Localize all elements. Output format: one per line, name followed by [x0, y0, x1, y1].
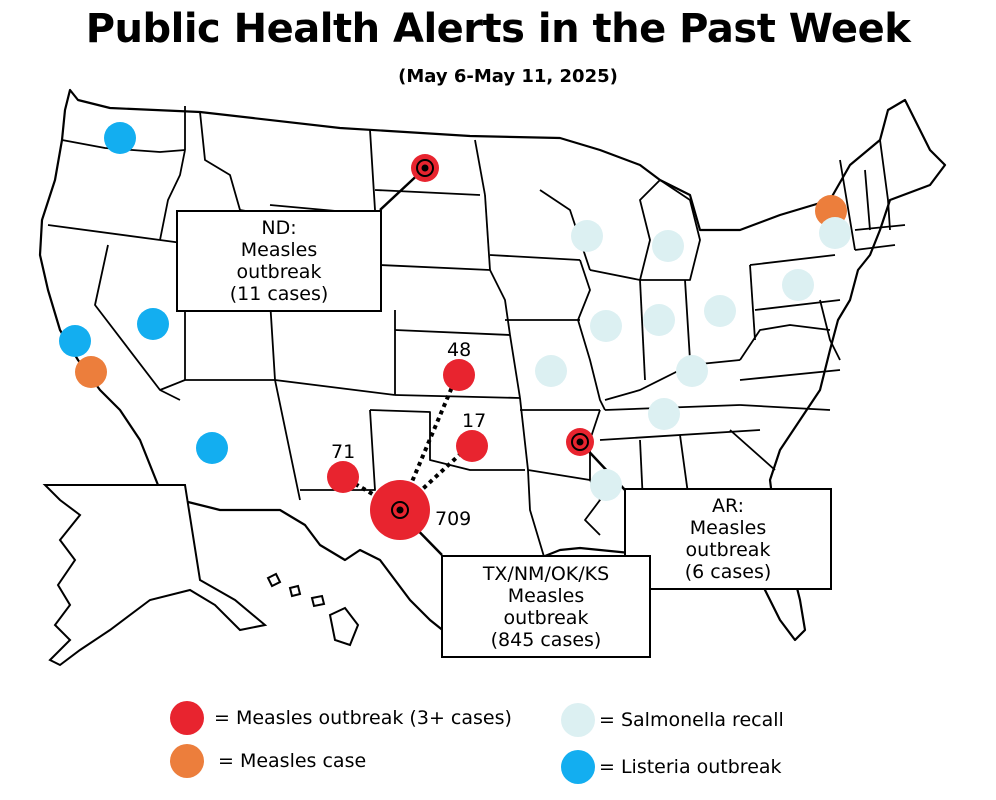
map-subtitle: (May 6-May 11, 2025): [398, 66, 618, 87]
measles-outbreak-marker: [443, 359, 475, 391]
callout-texas: TX/NM/OK/KS Measles outbreak (845 cases): [441, 555, 651, 658]
target-ring: [416, 159, 434, 177]
legend-swatch: [170, 701, 204, 735]
target-center: [396, 506, 404, 514]
legend-label: = Measles outbreak (3+ cases): [214, 707, 512, 729]
salmonella-recall-marker: [590, 469, 622, 501]
target-ring: [391, 501, 409, 519]
case-count-kansas: 48: [447, 339, 472, 361]
salmonella-recall-marker: [676, 355, 708, 387]
salmonella-recall-marker: [819, 217, 851, 249]
salmonella-recall-marker: [704, 295, 736, 327]
legend-listeria-outbreak: = Listeria outbreak: [561, 750, 782, 784]
map-title: Public Health Alerts in the Past Week: [85, 6, 911, 52]
target-center: [576, 438, 584, 446]
alaska-outline: [42, 484, 268, 667]
legend-measles-outbreak: = Measles outbreak (3+ cases): [170, 701, 512, 735]
callout-line: outbreak: [685, 539, 771, 561]
salmonella-recall-marker: [535, 355, 567, 387]
case-count-new-mexico: 71: [331, 441, 356, 463]
salmonella-recall-marker: [648, 398, 680, 430]
callout-line: Measles: [507, 584, 585, 607]
callout-line: outbreak: [236, 261, 322, 283]
callout-line: (6 cases): [684, 561, 772, 583]
legend-swatch: [561, 750, 595, 784]
callout-line: (845 cases): [490, 628, 602, 651]
alert-markers: [59, 122, 851, 540]
listeria-outbreak-marker: [137, 308, 169, 340]
measles-outbreak-marker: [456, 430, 488, 462]
salmonella-recall-marker: [643, 304, 675, 336]
legend-swatch: [561, 703, 595, 737]
case-count-texas: 709: [435, 508, 472, 530]
callout-line: Measles: [689, 517, 767, 539]
callout-line: ND:: [261, 217, 297, 239]
salmonella-recall-marker: [782, 269, 814, 301]
callout-line: TX/NM/OK/KS: [482, 562, 610, 585]
callout-north-dakota: ND: Measles outbreak (11 cases): [176, 210, 382, 312]
target-ring: [571, 433, 589, 451]
legend-swatch: [170, 744, 204, 778]
measles-case-marker: [75, 356, 107, 388]
salmonella-recall-marker: [590, 310, 622, 342]
legend-salmonella-recall: = Salmonella recall: [561, 703, 784, 737]
hawaii-outline: [266, 572, 360, 647]
callout-arkansas: AR: Measles outbreak (6 cases): [624, 488, 832, 590]
callout-line: Measles: [240, 239, 318, 261]
salmonella-recall-marker: [571, 220, 603, 252]
legend-label: = Listeria outbreak: [599, 756, 782, 778]
legend-label: = Salmonella recall: [599, 709, 784, 731]
target-center: [421, 164, 429, 172]
legend-label: = Measles case: [218, 750, 367, 772]
callout-line: (11 cases): [229, 283, 329, 305]
callout-line: outbreak: [503, 606, 589, 629]
listeria-outbreak-marker: [196, 432, 228, 464]
case-count-oklahoma: 17: [462, 410, 487, 432]
listeria-outbreak-marker: [59, 325, 91, 357]
salmonella-recall-marker: [652, 230, 684, 262]
legend-measles-case: = Measles case: [170, 744, 366, 778]
listeria-outbreak-marker: [104, 122, 136, 154]
measles-outbreak-marker: [327, 461, 359, 493]
callout-line: AR:: [711, 495, 745, 517]
